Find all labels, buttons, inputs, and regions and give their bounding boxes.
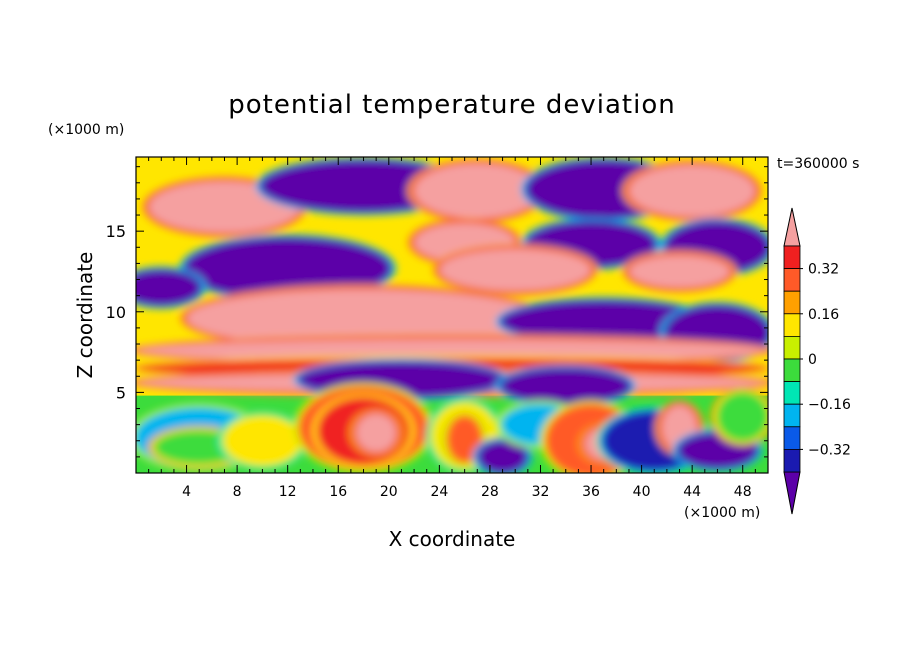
colorbar-swatch [783, 268, 801, 292]
colorbar-swatch [783, 313, 801, 337]
chart-title: potential temperature deviation [228, 90, 675, 120]
y-tick-label: 5 [116, 383, 126, 402]
colorbar-max-triangle [783, 207, 801, 247]
contour-region [355, 413, 397, 453]
colorbar-min-triangle [783, 471, 801, 515]
x-tick-label: 40 [633, 484, 651, 500]
x-tick-label: 48 [734, 484, 752, 500]
colorbar-tick-label: −0.16 [808, 397, 851, 413]
x-axis: 4 8 12 16 20 24 28 32 36 40 44 48 [148, 157, 756, 500]
y-tick-label: 10 [106, 303, 126, 322]
colorbar-tick-label: 0.16 [808, 307, 839, 323]
colorbar-swatch [783, 403, 801, 428]
y-axis-title: Z coordinate [73, 252, 97, 379]
colorbar-swatch [783, 448, 801, 473]
contour-region [186, 289, 541, 348]
x-tick-label: 28 [481, 484, 499, 500]
contour-region [628, 165, 756, 217]
contour-region [439, 248, 592, 291]
y-tick-label: 15 [106, 222, 126, 241]
x-tick-label: 8 [233, 484, 242, 500]
x-tick-label: 32 [532, 484, 550, 500]
colorbar-swatch [783, 426, 801, 450]
contour-region [502, 302, 705, 341]
colorbar-swatch [783, 335, 801, 360]
contour-region [628, 255, 731, 288]
colorbar-tick-label: −0.32 [808, 442, 851, 458]
colorbar-swatch [783, 381, 801, 405]
x-tick-label: 12 [279, 484, 297, 500]
x-axis-title: X coordinate [389, 527, 516, 551]
colorbar-swatch [783, 245, 801, 270]
x-tick-label: 16 [329, 484, 347, 500]
contour-region [717, 392, 768, 441]
colorbar-swatch [783, 290, 801, 315]
x-tick-label: 36 [582, 484, 600, 500]
field-blobs [136, 157, 768, 473]
x-tick-label: 20 [380, 484, 398, 500]
x-tick-label: 4 [182, 484, 191, 500]
y-axis: 5 10 15 [106, 166, 768, 458]
x-tick-label: 24 [430, 484, 448, 500]
x-tick-label: 44 [683, 484, 701, 500]
contour-region [136, 339, 768, 362]
colorbar-tick-label: 0.32 [808, 262, 839, 278]
contour-region [224, 416, 301, 465]
x-unit-label: (×1000 m) [684, 505, 760, 521]
colorbar-swatch [783, 358, 801, 383]
colorbar-tick-label: 0 [808, 352, 817, 368]
contour-region [502, 369, 629, 403]
contour-region [186, 239, 389, 298]
y-unit-label: (×1000 m) [48, 122, 124, 138]
contour-region [136, 271, 200, 304]
contour-field [136, 157, 768, 473]
contour-region [479, 442, 526, 472]
contour-region [414, 163, 541, 219]
contour-region [448, 416, 482, 462]
time-label: t=360000 s [777, 156, 859, 172]
colorbar: 0.32 0.16 0 −0.16 −0.32 [783, 207, 851, 515]
